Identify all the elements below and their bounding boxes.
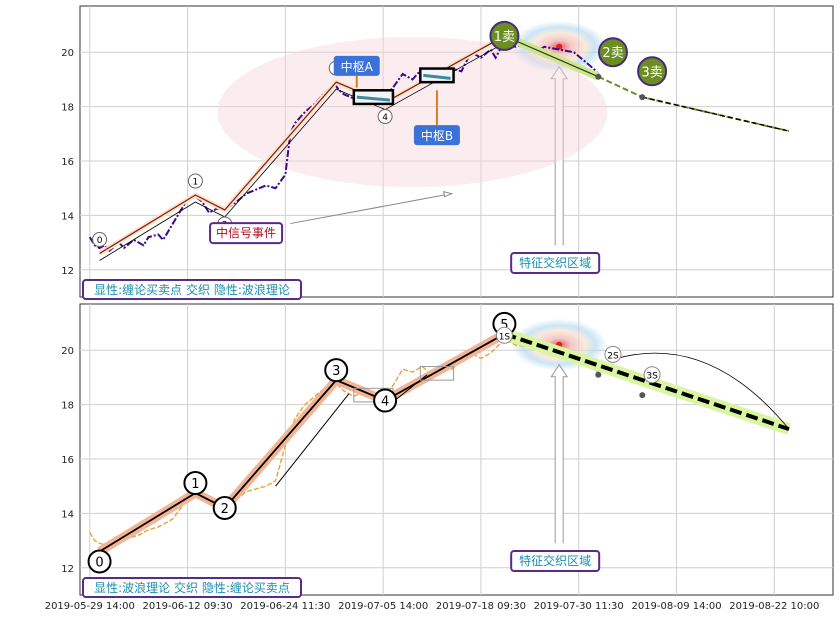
- panel-top: 1214161820012341卖2卖3卖中枢A中枢B中信号事件特征交织区域显性…: [61, 5, 834, 300]
- legend-box: [82, 279, 302, 300]
- sell-point-label: 1卖: [494, 30, 515, 45]
- y-tick-label: 20: [61, 48, 74, 59]
- x-tick-label: 2019-05-29 14:00: [45, 601, 135, 612]
- wave-node: [373, 388, 398, 413]
- plot-area: [79, 5, 834, 298]
- sell-point-marker: [489, 20, 520, 51]
- wave-node-label: 3: [332, 364, 340, 379]
- event-arrow-head: [442, 190, 454, 198]
- wave-node-label: 5: [500, 318, 508, 333]
- legend-text: 显性:缠论买卖点 交织 隐性:波浪理论: [94, 282, 290, 297]
- extension-line: [504, 35, 599, 78]
- zone-label-box: [510, 252, 601, 275]
- y-tick-label: 16: [61, 157, 74, 168]
- x-tick-label: 2019-07-05 14:00: [338, 601, 428, 612]
- sell-point-label: 2S: [607, 351, 619, 361]
- x-tick-label: 2019-06-12 09:30: [143, 601, 233, 612]
- wave-node-label: 2: [221, 502, 229, 517]
- wave-node-label: 4: [382, 113, 388, 123]
- plot-area: [79, 303, 834, 596]
- wave-node-label: 4: [381, 395, 389, 410]
- zone-label: 特征交织区域: [519, 553, 591, 568]
- event-arrow: [290, 193, 452, 225]
- y-tick-label: 18: [61, 103, 74, 114]
- pivot-inner: [423, 73, 451, 80]
- marker-dot: [639, 94, 646, 101]
- x-tick-label: 2019-07-18 09:30: [436, 601, 526, 612]
- pivot-box: [419, 366, 455, 381]
- pivot-region-ellipse: [217, 37, 608, 188]
- wave-node-label: 1: [191, 477, 199, 492]
- marker-dot: [639, 392, 646, 399]
- event-label-box: [209, 222, 284, 245]
- marker-dot: [595, 371, 602, 378]
- sell-point-label: 1S: [499, 332, 511, 342]
- pivot-inner: [356, 95, 391, 102]
- y-tick-label: 12: [61, 266, 74, 277]
- sell-point-marker: [643, 366, 661, 384]
- y-tick-label: 12: [61, 564, 74, 575]
- channel-line: [99, 42, 505, 261]
- extension-band: [502, 328, 791, 435]
- wave-node: [212, 495, 237, 520]
- wave-node: [187, 173, 203, 189]
- y-tick-label: 18: [61, 401, 74, 412]
- y-tick-label: 16: [61, 455, 74, 466]
- wave-node: [377, 109, 393, 125]
- sell-point-marker: [637, 56, 668, 87]
- x-tick-label: 2019-06-24 11:30: [240, 601, 330, 612]
- y-tick-label: 14: [61, 211, 74, 222]
- channel-line: [275, 393, 350, 487]
- wave-line: [99, 333, 505, 553]
- sell-point-marker: [604, 345, 622, 363]
- pivot-label-b-box: [413, 125, 460, 146]
- legend-text: 显性:波浪理论 交织 隐性:缠论买卖点: [94, 580, 290, 595]
- channel-line: [392, 374, 428, 403]
- sell-point-marker: [597, 37, 628, 68]
- wave-node: [324, 358, 349, 383]
- x-tick-label: 2019-08-09 14:00: [631, 601, 721, 612]
- wave-node: [92, 231, 108, 247]
- zone-arrow: [550, 363, 569, 544]
- sell-point-marker: [495, 326, 513, 344]
- wave-node: [183, 471, 208, 496]
- projection-arc: [607, 352, 790, 430]
- marker-dot: [595, 73, 602, 80]
- legend-box: [82, 577, 302, 598]
- wave-node-label: 0: [95, 555, 103, 570]
- zone-arrow: [550, 65, 569, 246]
- zone-label-box: [510, 550, 601, 573]
- wave-node-label: 1: [193, 178, 199, 188]
- pivot-label-a: 中枢A: [341, 59, 374, 74]
- wave-line: [99, 35, 505, 254]
- forecast-line: [642, 96, 790, 132]
- y-tick-label: 14: [61, 509, 74, 520]
- pivot-label-a-box: [333, 55, 380, 76]
- pivot-label-b: 中枢B: [421, 128, 453, 143]
- wave-node-label: 0: [97, 236, 103, 246]
- event-label: 中信号事件: [216, 225, 276, 240]
- x-tick-label: 2019-08-22 10:00: [729, 601, 819, 612]
- zone-label: 特征交织区域: [519, 255, 591, 270]
- wave-node: [87, 549, 112, 574]
- sell-point-label: 3S: [646, 372, 658, 382]
- sell-point-label: 3卖: [641, 65, 662, 80]
- x-tick-label: 2019-07-30 11:30: [534, 601, 624, 612]
- y-tick-label: 20: [61, 346, 74, 357]
- sell-point-label: 2卖: [602, 46, 623, 61]
